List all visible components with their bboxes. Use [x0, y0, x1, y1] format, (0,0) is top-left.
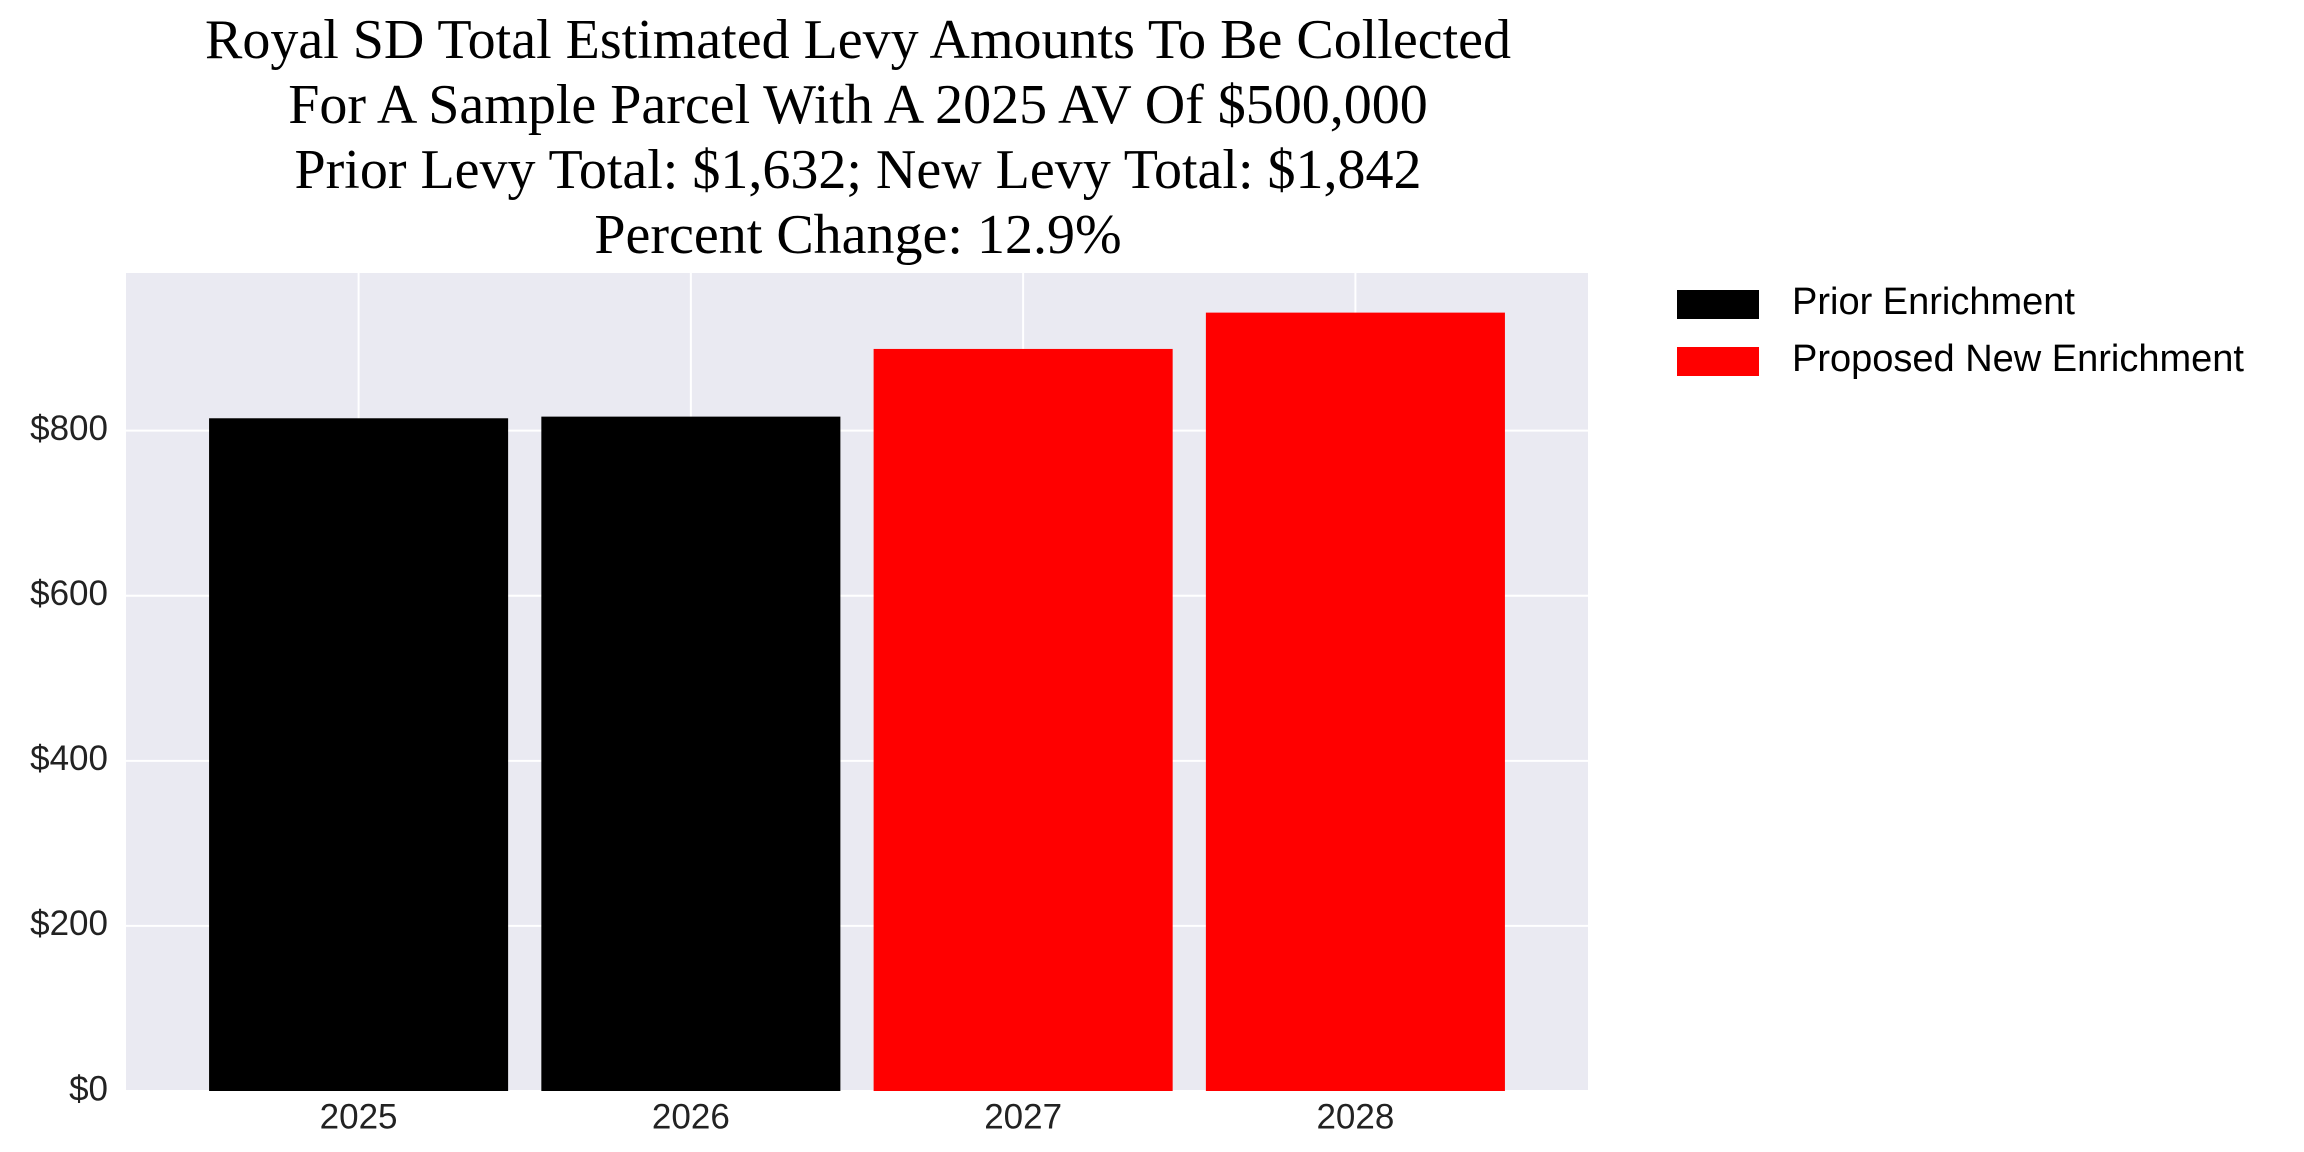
bar [209, 418, 509, 1091]
y-tick-label: $600 [30, 574, 108, 613]
x-tick-label: 2025 [320, 1097, 398, 1136]
chart-title: Percent Change: 12.9% [594, 204, 1121, 266]
x-tick-label: 2027 [984, 1097, 1062, 1136]
bar [541, 416, 841, 1091]
legend-label: Proposed New Enrichment [1792, 338, 2244, 380]
chart-title: Prior Levy Total: $1,632; New Levy Total… [294, 139, 1421, 201]
chart-title: Royal SD Total Estimated Levy Amounts To… [205, 9, 1511, 71]
legend-swatch [1677, 347, 1759, 376]
legend-label: Prior Enrichment [1792, 281, 2075, 323]
y-tick-label: $200 [30, 904, 108, 943]
x-tick-label: 2028 [1316, 1097, 1394, 1136]
bar [873, 348, 1173, 1091]
y-tick-label: $0 [69, 1069, 108, 1108]
chart-title: For A Sample Parcel With A 2025 AV Of $5… [288, 74, 1428, 136]
y-tick-label: $800 [30, 409, 108, 448]
x-tick-label: 2026 [652, 1097, 730, 1136]
legend-swatch [1677, 290, 1759, 319]
y-tick-label: $400 [30, 739, 108, 778]
bar [1205, 312, 1505, 1091]
